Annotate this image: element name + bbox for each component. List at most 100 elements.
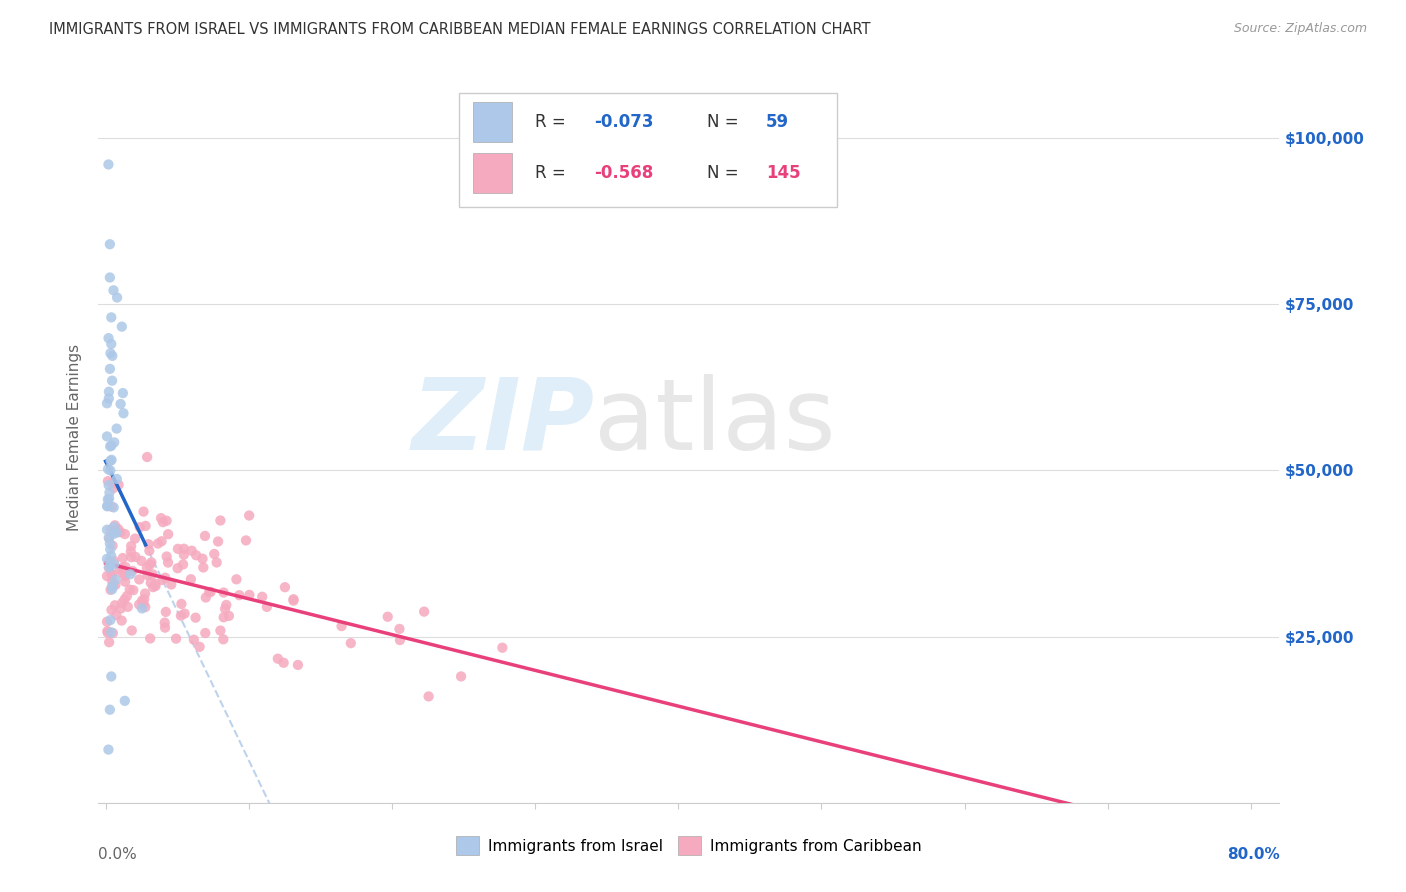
Point xyxy=(131,593,153,607)
Point xyxy=(188,640,211,654)
Point xyxy=(138,543,160,558)
Point xyxy=(103,526,125,541)
Point xyxy=(131,601,153,615)
Point xyxy=(98,560,121,574)
Point xyxy=(146,536,169,550)
Point xyxy=(120,550,142,565)
Point xyxy=(98,532,121,546)
Point xyxy=(205,556,228,570)
Point xyxy=(96,499,118,513)
Point xyxy=(97,742,120,756)
Point xyxy=(96,523,118,537)
Point xyxy=(191,551,214,566)
Point xyxy=(110,397,132,411)
Point xyxy=(267,651,290,665)
Point xyxy=(97,462,120,476)
Point xyxy=(104,599,127,613)
Text: IMMIGRANTS FROM ISRAEL VS IMMIGRANTS FROM CARIBBEAN MEDIAN FEMALE EARNINGS CORRE: IMMIGRANTS FROM ISRAEL VS IMMIGRANTS FRO… xyxy=(49,22,870,37)
Point xyxy=(105,421,128,435)
Point xyxy=(134,600,156,615)
Point xyxy=(141,567,163,582)
Point xyxy=(212,585,235,599)
Point xyxy=(100,454,122,468)
Text: R =: R = xyxy=(536,164,571,182)
Point xyxy=(184,549,207,563)
Point xyxy=(100,453,122,467)
Point xyxy=(114,569,136,583)
Point xyxy=(101,374,124,388)
Point xyxy=(97,392,120,406)
Point xyxy=(283,593,305,607)
Point xyxy=(153,621,176,635)
Point xyxy=(111,596,134,610)
Point xyxy=(97,492,120,507)
Point xyxy=(193,560,215,574)
Point xyxy=(131,554,153,568)
Point xyxy=(194,591,217,605)
Point xyxy=(103,520,125,534)
Point xyxy=(114,527,136,541)
Point xyxy=(165,632,187,646)
Point xyxy=(97,384,120,399)
Point xyxy=(155,571,177,585)
Point xyxy=(256,599,278,614)
Point xyxy=(96,500,118,514)
Point xyxy=(101,582,124,597)
Point xyxy=(96,624,118,639)
Point xyxy=(212,610,235,624)
Point xyxy=(100,310,122,325)
Point xyxy=(170,608,193,623)
Point xyxy=(150,534,173,549)
Point xyxy=(101,539,124,553)
Point xyxy=(136,450,159,464)
Point xyxy=(97,157,120,171)
Point xyxy=(135,519,157,533)
Point xyxy=(98,237,121,252)
Bar xyxy=(472,102,512,142)
Point xyxy=(98,439,121,453)
Text: 80.0%: 80.0% xyxy=(1226,847,1279,862)
Point xyxy=(96,569,118,583)
Point xyxy=(156,514,179,528)
Point xyxy=(330,619,353,633)
Point xyxy=(103,557,125,571)
Point xyxy=(139,558,162,572)
Point xyxy=(101,574,124,588)
Point xyxy=(103,435,125,450)
Point xyxy=(98,613,121,627)
Point xyxy=(124,549,146,564)
Text: 0.0%: 0.0% xyxy=(98,847,138,862)
Point xyxy=(377,609,399,624)
Point xyxy=(150,511,173,525)
Point xyxy=(124,532,146,546)
Point xyxy=(98,491,121,506)
Point xyxy=(117,599,139,614)
Point xyxy=(97,560,120,574)
Point xyxy=(112,406,135,420)
Point xyxy=(340,636,363,650)
Point xyxy=(212,632,235,647)
Point xyxy=(194,626,217,640)
Point xyxy=(98,542,121,557)
Point xyxy=(98,270,121,285)
Point xyxy=(194,529,217,543)
Point xyxy=(450,669,472,683)
Point xyxy=(98,703,121,717)
Point xyxy=(122,583,145,598)
Point xyxy=(139,575,162,590)
Point xyxy=(111,319,134,334)
Point xyxy=(97,625,120,640)
Text: Source: ZipAtlas.com: Source: ZipAtlas.com xyxy=(1233,22,1367,36)
Point xyxy=(273,656,295,670)
Point xyxy=(173,607,195,621)
Point xyxy=(118,582,141,597)
Point xyxy=(100,558,122,573)
Bar xyxy=(472,153,512,193)
Point xyxy=(100,669,122,683)
Point xyxy=(145,579,167,593)
Point xyxy=(110,601,132,615)
Point xyxy=(173,548,195,562)
Point xyxy=(121,624,143,638)
Point xyxy=(111,566,134,581)
Point xyxy=(104,518,127,533)
